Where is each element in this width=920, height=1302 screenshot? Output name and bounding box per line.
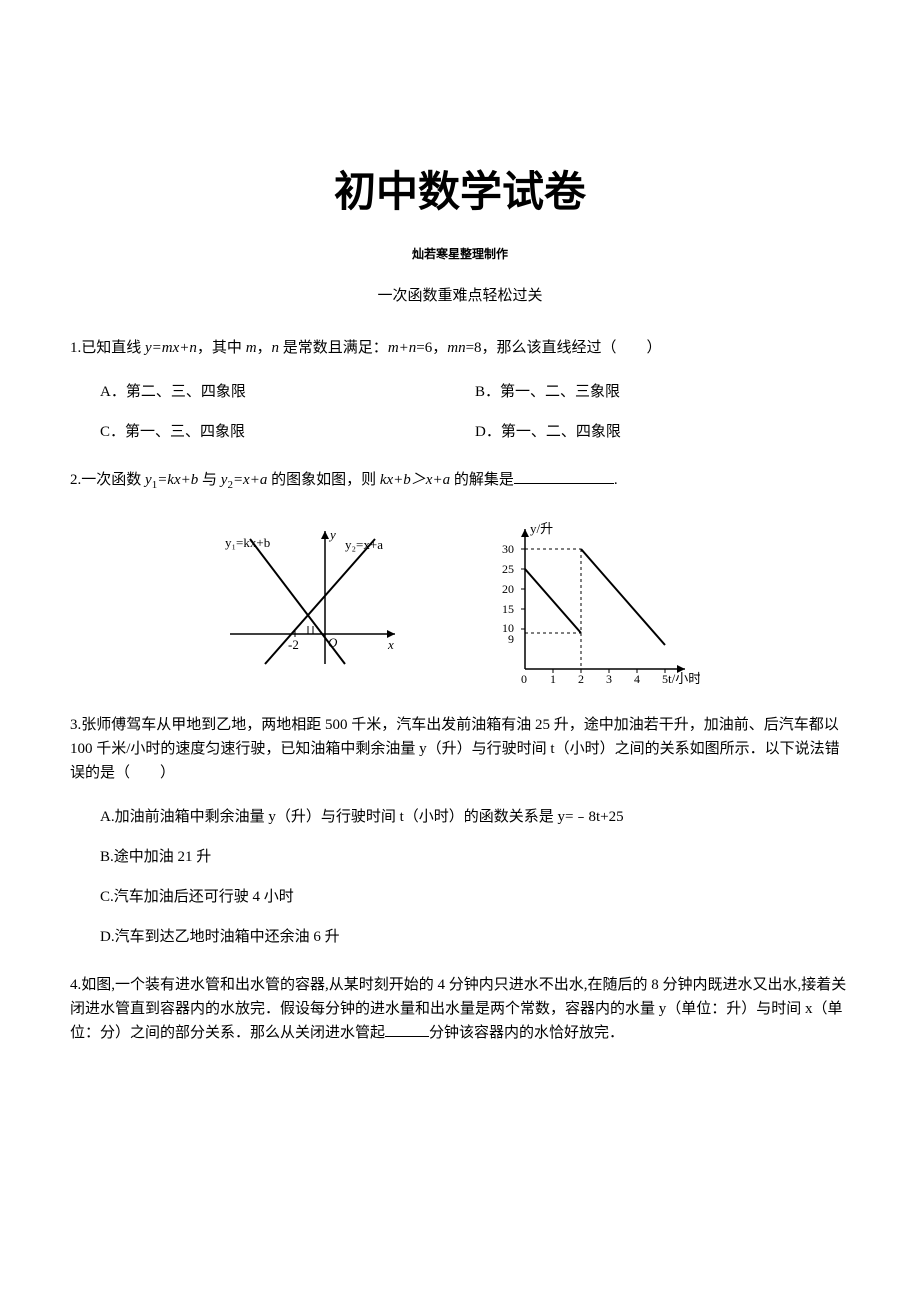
- q4-blank: [385, 1022, 429, 1037]
- fig2-y9: 9: [508, 632, 514, 646]
- q1-m: m: [246, 340, 257, 356]
- q1-optC: C．第一、三、四象限: [100, 420, 475, 444]
- fig2-y15: 15: [502, 602, 514, 616]
- question-3: 3.张师傅驾车从甲地到乙地，两地相距 500 千米，汽车出发前油箱有油 25 升…: [70, 713, 850, 949]
- q1-mid: ，其中: [197, 340, 246, 356]
- fig1-O: O: [328, 635, 338, 650]
- q1-comma: ，: [257, 340, 272, 356]
- question-1: 1.已知直线 y=mx+n，其中 m，n 是常数且满足：m+n=6，mn=8，那…: [70, 336, 850, 444]
- q2-blank: [514, 469, 614, 484]
- q1-optB: B．第一、二、三象限: [475, 380, 850, 404]
- q3-stem: 3.张师傅驾车从甲地到乙地，两地相距 500 千米，汽车出发前油箱有油 25 升…: [70, 713, 850, 785]
- fig1-y2-label: y₂=x+a: [345, 537, 383, 552]
- q1-options-row1: A．第二、三、四象限 B．第一、二、三象限: [70, 380, 850, 404]
- fig2-x4: 4: [634, 672, 640, 686]
- figure-2: 30 25 20 15 10 9 0 1 2 3 4 5 y/升 t/小时: [490, 519, 700, 689]
- page-title: 初中数学试卷: [70, 160, 850, 227]
- fig2-y25: 25: [502, 562, 514, 576]
- q2-eq2: =x+a: [233, 472, 267, 488]
- fig2-y30: 30: [502, 542, 514, 556]
- q1-eq6: =6，: [416, 340, 447, 356]
- author-line: 灿若寒星整理制作: [70, 245, 850, 264]
- q1-mid2: 是常数且满足：: [279, 340, 388, 356]
- q1-prefix: 1.已知直线: [70, 340, 145, 356]
- fig2-x1: 1: [550, 672, 556, 686]
- q2-and: 与: [198, 472, 221, 488]
- q3-optB: B.途中加油 21 升: [70, 845, 850, 869]
- q1-options-row2: C．第一、三、四象限 D．第一、二、四象限: [70, 420, 850, 444]
- q2-tail: 的解集是: [450, 472, 514, 488]
- fig2-ylabel: y/升: [530, 521, 553, 536]
- q1-eq: y=mx+n: [145, 340, 197, 356]
- q1-optD: D．第一、二、四象限: [475, 420, 850, 444]
- q1-eq8: =8，那么该直线经过（ ）: [466, 340, 662, 356]
- q1-n: n: [272, 340, 280, 356]
- question-4: 4.如图,一个装有进水管和出水管的容器,从某时刻开始的 4 分钟内只进水不出水,…: [70, 973, 850, 1045]
- q4-text2: 分钟该容器内的水恰好放完．: [429, 1025, 624, 1041]
- q3-optC: C.汽车加油后还可行驶 4 小时: [70, 885, 850, 909]
- q2-prefix: 2.一次函数: [70, 472, 145, 488]
- q1-cond2: mn: [447, 340, 465, 356]
- subtitle: 一次函数重难点轻松过关: [70, 284, 850, 308]
- q2-mid: 的图象如图，则: [267, 472, 380, 488]
- figure-1: y₁=kx+b y₂=x+a y x O -2: [220, 519, 410, 674]
- q1-cond1: m+n: [388, 340, 416, 356]
- q4-stem: 4.如图,一个装有进水管和出水管的容器,从某时刻开始的 4 分钟内只进水不出水,…: [70, 973, 850, 1045]
- fig2-y20: 20: [502, 582, 514, 596]
- question-2: 2.一次函数 y1=kx+b 与 y2=x+a 的图象如图，则 kx+b＞x+a…: [70, 468, 850, 495]
- fig1-x-axis: x: [387, 637, 394, 652]
- fig2-x0: 0: [521, 672, 527, 686]
- q2-stem: 2.一次函数 y1=kx+b 与 y2=x+a 的图象如图，则 kx+b＞x+a…: [70, 468, 850, 495]
- figures-row: y₁=kx+b y₂=x+a y x O -2 30 25 20 15 10 9: [70, 519, 850, 689]
- q2-y1: y: [145, 472, 152, 488]
- q2-period: .: [614, 472, 618, 488]
- fig1-y-axis: y: [328, 527, 336, 542]
- q3-optA: A.加油前油箱中剩余油量 y（升）与行驶时间 t（小时）的函数关系是 y=﹣8t…: [70, 805, 850, 829]
- fig1-y1-label: y₁=kx+b: [225, 535, 270, 550]
- q2-eq1: =kx+b: [157, 472, 198, 488]
- fig2-xlabel: t/小时: [668, 671, 700, 686]
- fig2-x3: 3: [606, 672, 612, 686]
- q2-ineq: kx+b＞x+a: [380, 472, 450, 488]
- q3-optD: D.汽车到达乙地时油箱中还余油 6 升: [70, 925, 850, 949]
- fig2-x2: 2: [578, 672, 584, 686]
- q1-optA: A．第二、三、四象限: [100, 380, 475, 404]
- fig1-neg2: -2: [288, 637, 299, 652]
- q1-stem: 1.已知直线 y=mx+n，其中 m，n 是常数且满足：m+n=6，mn=8，那…: [70, 336, 850, 360]
